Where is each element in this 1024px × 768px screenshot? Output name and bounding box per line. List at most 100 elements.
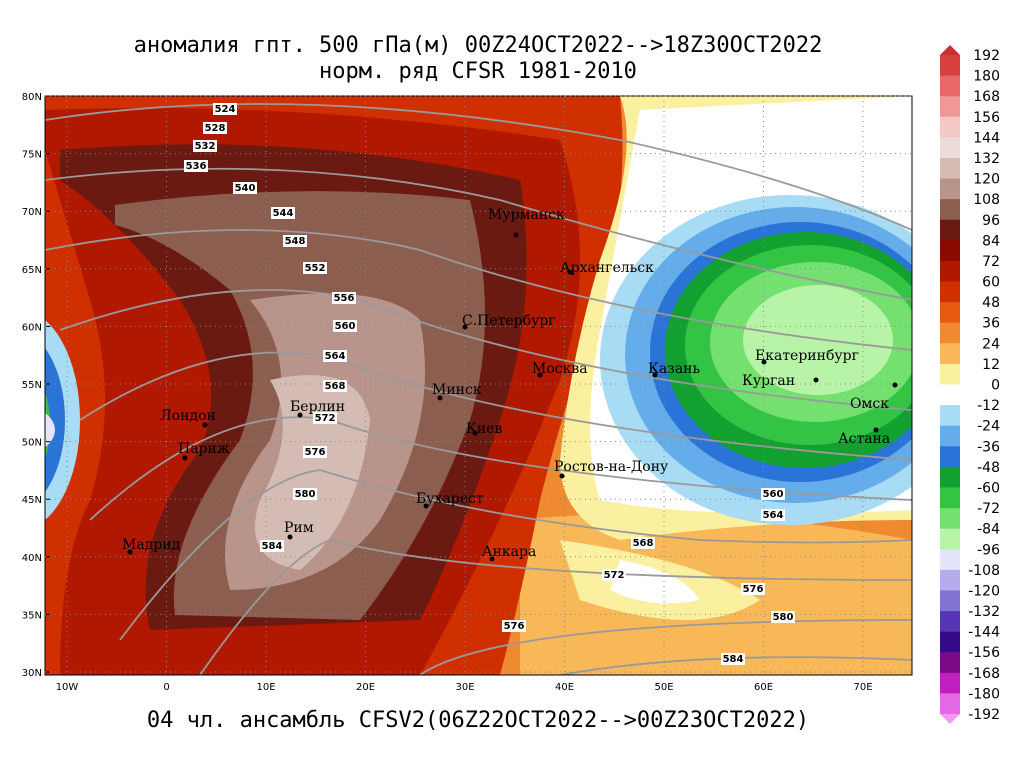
colorbar-cell — [940, 508, 960, 530]
colorbar-label: 168 — [973, 89, 1000, 105]
colorbar-cell — [940, 384, 960, 406]
colorbar-cell — [940, 96, 960, 118]
city-dot — [462, 324, 468, 330]
city-label: Киев — [466, 421, 502, 437]
colorbar-cap — [940, 714, 960, 724]
colorbar-label: -12 — [977, 398, 1000, 414]
colorbar-label: -192 — [968, 707, 1000, 723]
contour-label-bg — [721, 653, 745, 665]
subtitle: норм. ряд CFSR 1981-2010 — [319, 59, 637, 84]
contour-label-bg — [333, 320, 357, 332]
colorbar-cell — [940, 569, 960, 591]
lat-label: 75N — [22, 150, 42, 161]
colorbar-cell — [940, 405, 960, 427]
colorbar-cell — [940, 446, 960, 468]
colorbar-cell — [940, 178, 960, 200]
colorbar-label: -144 — [968, 625, 1000, 641]
colorbar-cell — [940, 693, 960, 715]
contour-label: 528 — [205, 123, 226, 134]
colorbar-cell — [940, 75, 960, 97]
colorbar-label: -36 — [977, 439, 1000, 455]
contour-label-bg — [283, 235, 307, 247]
contour-label-bg — [502, 620, 526, 632]
contour-label: 548 — [285, 236, 306, 247]
colorbar-label: 108 — [973, 192, 1000, 208]
colorbar-cell — [940, 343, 960, 365]
city-dot — [127, 549, 133, 555]
contour-label: 564 — [325, 351, 346, 362]
colorbar-label: 36 — [982, 316, 1000, 332]
city-dot — [892, 382, 898, 388]
contour-label-bg — [260, 540, 284, 552]
contour-label: 560 — [763, 489, 784, 500]
city-label: Бухарест — [416, 491, 484, 507]
contour-label: 576 — [305, 447, 326, 458]
contour-label-bg — [271, 207, 295, 219]
city-dot — [873, 427, 879, 433]
colorbar-cell — [940, 281, 960, 303]
colorbar-label: -108 — [968, 563, 1000, 579]
city-label: Рим — [284, 520, 314, 536]
colorbar-cap — [940, 45, 960, 55]
colorbar-cell — [940, 137, 960, 159]
colorbar-label: 156 — [973, 110, 1000, 126]
city-dot — [437, 395, 443, 401]
lon-label: 20E — [356, 682, 375, 693]
city-dot — [567, 269, 573, 275]
contour-label-bg — [233, 182, 257, 194]
colorbar-cell — [940, 652, 960, 674]
colorbar-cell — [940, 631, 960, 653]
colorbar-cell — [940, 528, 960, 550]
colorbar-label: -168 — [968, 666, 1000, 682]
colorbar-label: 84 — [982, 233, 1000, 249]
city-dot — [537, 372, 543, 378]
contour-label: 556 — [334, 293, 355, 304]
city-dot — [813, 377, 819, 383]
contour-label-bg — [303, 262, 327, 274]
colorbar-cell — [940, 55, 960, 77]
colorbar-label: -72 — [977, 501, 1000, 517]
contour-label-bg — [313, 412, 337, 424]
contour-label-bg — [761, 488, 785, 500]
contour-label-bg — [303, 446, 327, 458]
colorbar-cell — [940, 260, 960, 283]
city-label: Омск — [850, 396, 889, 412]
city-dot — [559, 473, 565, 479]
colorbar-label: -24 — [977, 419, 1000, 435]
colorbar-cell — [940, 219, 960, 241]
colorbar-cell — [940, 240, 960, 262]
contour-label: 568 — [633, 538, 654, 549]
contour-label-bg — [184, 160, 208, 172]
title: аномалия гпт. 500 гПа(м) 00Z24OCT2022-->… — [134, 33, 823, 58]
footer: 04 чл. ансамбль CFSV2(06Z22OCT2022-->00Z… — [147, 708, 809, 733]
colorbar-label: -156 — [968, 645, 1000, 661]
lat-label: 55N — [22, 380, 42, 391]
contour-label-bg — [771, 611, 795, 623]
city-dot — [513, 232, 519, 238]
contour-label: 576 — [504, 621, 525, 632]
contour-label-bg — [213, 103, 237, 115]
lon-label: 70E — [853, 682, 872, 693]
contour-label: 564 — [763, 510, 784, 521]
city-dot — [761, 359, 767, 365]
contour-label-bg — [193, 140, 217, 152]
contour-label-bg — [323, 380, 347, 392]
lat-label: 65N — [22, 265, 42, 276]
lon-label: 0 — [163, 682, 169, 693]
colorbar-cell — [940, 322, 960, 344]
colorbar-label: 12 — [982, 357, 1000, 373]
contour-label-bg — [761, 509, 785, 521]
city-label: Анкара — [482, 544, 536, 560]
city-label: Казань — [648, 361, 700, 377]
lat-label: 70N — [22, 207, 42, 218]
city-label: Париж — [178, 441, 230, 457]
contour-label: 544 — [273, 208, 294, 219]
contour-label: 552 — [305, 263, 326, 274]
contour-label-bg — [332, 292, 356, 304]
colorbar-label: 144 — [973, 130, 1000, 146]
lon-label: 40E — [555, 682, 574, 693]
contour-label: 584 — [262, 541, 283, 552]
city-label: Мадрид — [122, 537, 181, 553]
lon-label: 10E — [256, 682, 275, 693]
